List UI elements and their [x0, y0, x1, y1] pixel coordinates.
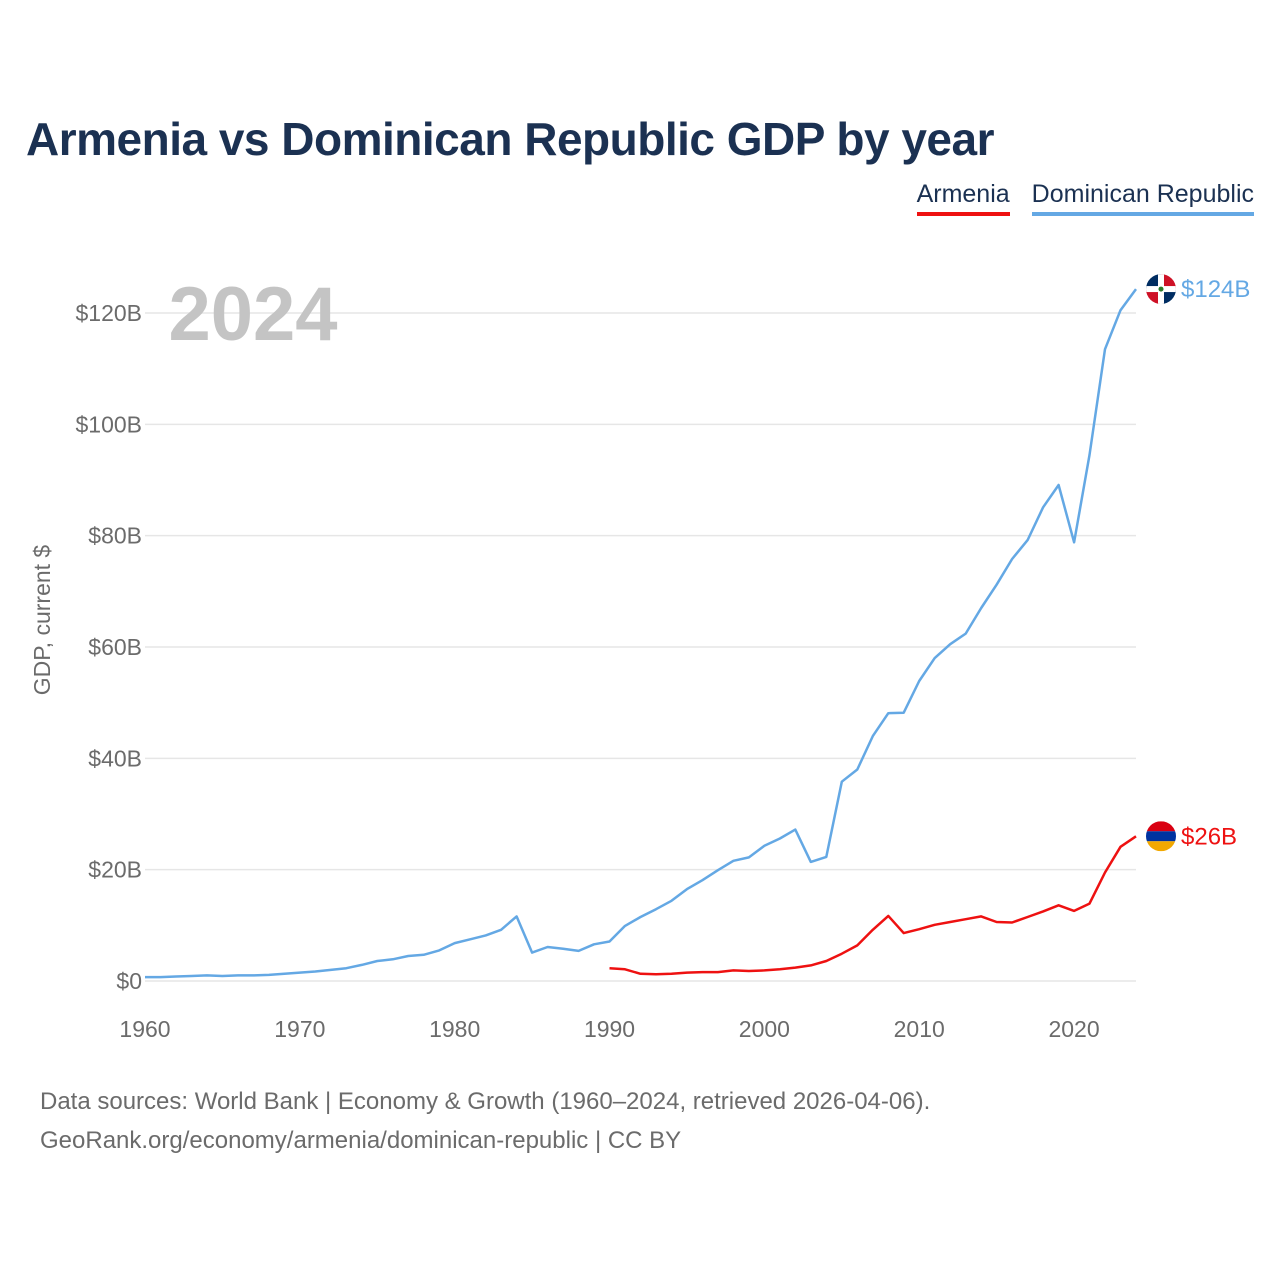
legend: Armenia Dominican Republic — [916, 180, 1254, 216]
y-axis-title: GDP, current $ — [29, 545, 55, 696]
y-tick-label: $60B — [88, 634, 142, 660]
y-tick-label: $0 — [116, 968, 142, 994]
x-axis: 1960 1970 1980 1990 2000 2010 2020 — [119, 1016, 1099, 1042]
grid-lines — [145, 312, 1136, 982]
gdp-line-chart: 2024 GDP, current $ $0 $20B $40B $60B $80B $1… — [29, 272, 1250, 1042]
y-axis: $0 $20B $40B $60B $80B $100B $120B — [75, 300, 142, 994]
footer: Data sources: World Bank | Economy & Gro… — [40, 1082, 930, 1160]
y-tick-label: $20B — [88, 857, 142, 883]
flag-icon-dominican-republic — [1146, 274, 1176, 305]
y-tick-label: $120B — [75, 300, 142, 326]
flag-icon-armenia — [1146, 821, 1176, 852]
x-tick-label: 1990 — [584, 1016, 635, 1042]
x-tick-label: 2020 — [1048, 1016, 1099, 1042]
chart-title: Armenia vs Dominican Republic GDP by yea… — [26, 113, 994, 165]
y-tick-label: $40B — [88, 745, 142, 771]
year-watermark: 2024 — [168, 272, 337, 357]
x-tick-label: 1980 — [429, 1016, 480, 1042]
end-label-armenia: $26B — [1181, 823, 1237, 850]
x-tick-label: 1970 — [274, 1016, 325, 1042]
x-tick-label: 2000 — [739, 1016, 790, 1042]
x-tick-label: 2010 — [894, 1016, 945, 1042]
source-url[interactable]: GeoRank.org/economy/armenia/dominican-re… — [40, 1127, 682, 1154]
series-lines — [145, 288, 1138, 979]
data-source-note: Data sources: World Bank | Economy & Gro… — [40, 1088, 931, 1115]
end-label-dominican-republic: $124B — [1181, 276, 1250, 303]
legend-item-dominican-republic[interactable]: Dominican Republic — [1031, 180, 1254, 216]
series-line-dominican-republic[interactable] — [145, 288, 1138, 979]
series-line-armenia[interactable] — [609, 835, 1137, 976]
y-tick-label: $80B — [88, 523, 142, 549]
legend-item-armenia[interactable]: Armenia — [916, 180, 1010, 216]
x-tick-label: 1960 — [119, 1016, 170, 1042]
end-markers: $124B $26B — [1146, 274, 1250, 852]
y-tick-label: $100B — [75, 411, 142, 437]
